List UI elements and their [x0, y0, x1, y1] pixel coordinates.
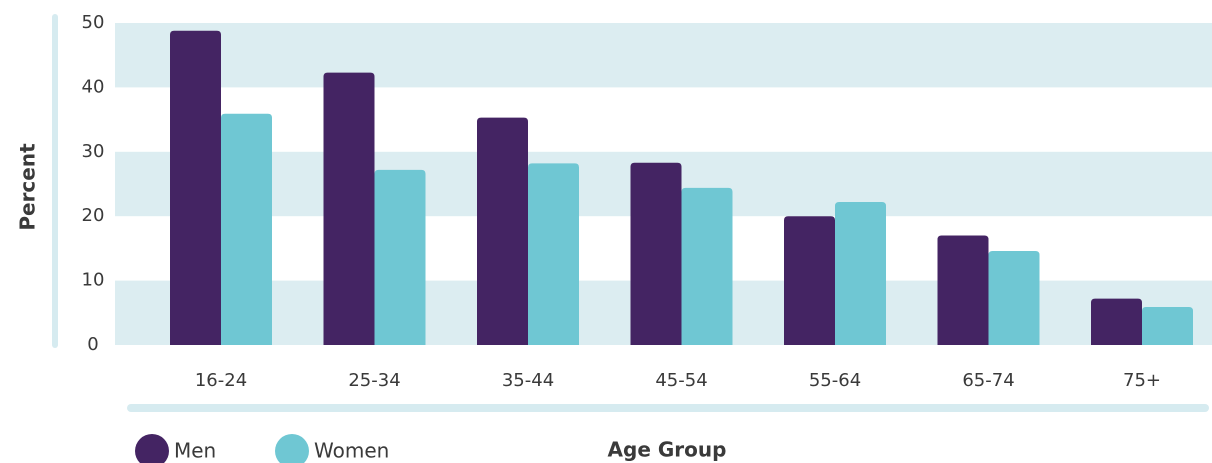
x-tick-label: 75+ — [1123, 370, 1161, 391]
x-tick-label: 16-24 — [195, 370, 247, 391]
legend-label-women: Women — [314, 439, 389, 463]
bar-women-45-54 — [681, 187, 733, 345]
bar-men-65-74 — [937, 235, 989, 345]
y-tick-labels: 0 10 20 30 40 50 — [82, 12, 105, 355]
x-tick-label: 45-54 — [655, 370, 707, 391]
bar-women-25-34 — [374, 169, 426, 345]
legend-swatch-women — [275, 434, 309, 463]
y-tick-label: 10 — [82, 270, 105, 291]
y-axis-line — [52, 14, 58, 348]
legend-label-men: Men — [174, 439, 216, 463]
bar-women-35-44 — [528, 163, 579, 345]
x-axis-line — [127, 404, 1209, 412]
bar-men-35-44 — [477, 117, 528, 345]
y-tick-label: 0 — [87, 334, 98, 355]
y-axis-title: Percent — [16, 143, 40, 231]
grid-band — [115, 23, 1212, 88]
bar-men-75+ — [1091, 298, 1142, 345]
bar-men-25-34 — [323, 72, 375, 345]
x-tick-label: 55-64 — [809, 370, 861, 391]
x-axis-title: Age Group — [608, 438, 727, 462]
bar-men-16-24 — [170, 30, 221, 346]
y-tick-label: 40 — [82, 76, 105, 97]
bars — [170, 30, 1193, 346]
bar-women-16-24 — [221, 113, 272, 345]
bar-men-55-64 — [784, 216, 835, 345]
y-tick-label: 30 — [82, 141, 105, 162]
bar-men-45-54 — [630, 162, 682, 345]
bar-women-55-64 — [835, 202, 886, 345]
bar-women-75+ — [1142, 307, 1193, 345]
x-tick-label: 35-44 — [502, 370, 554, 391]
legend: Men Women — [135, 434, 389, 463]
x-tick-labels: 16-24 25-34 35-44 45-54 55-64 65-74 75+ — [195, 370, 1161, 391]
bar-women-65-74 — [988, 250, 1040, 345]
x-tick-label: 65-74 — [962, 370, 1014, 391]
legend-swatch-men — [135, 434, 169, 463]
x-tick-label: 25-34 — [348, 370, 400, 391]
y-tick-label: 50 — [82, 12, 105, 33]
y-tick-label: 20 — [82, 205, 105, 226]
